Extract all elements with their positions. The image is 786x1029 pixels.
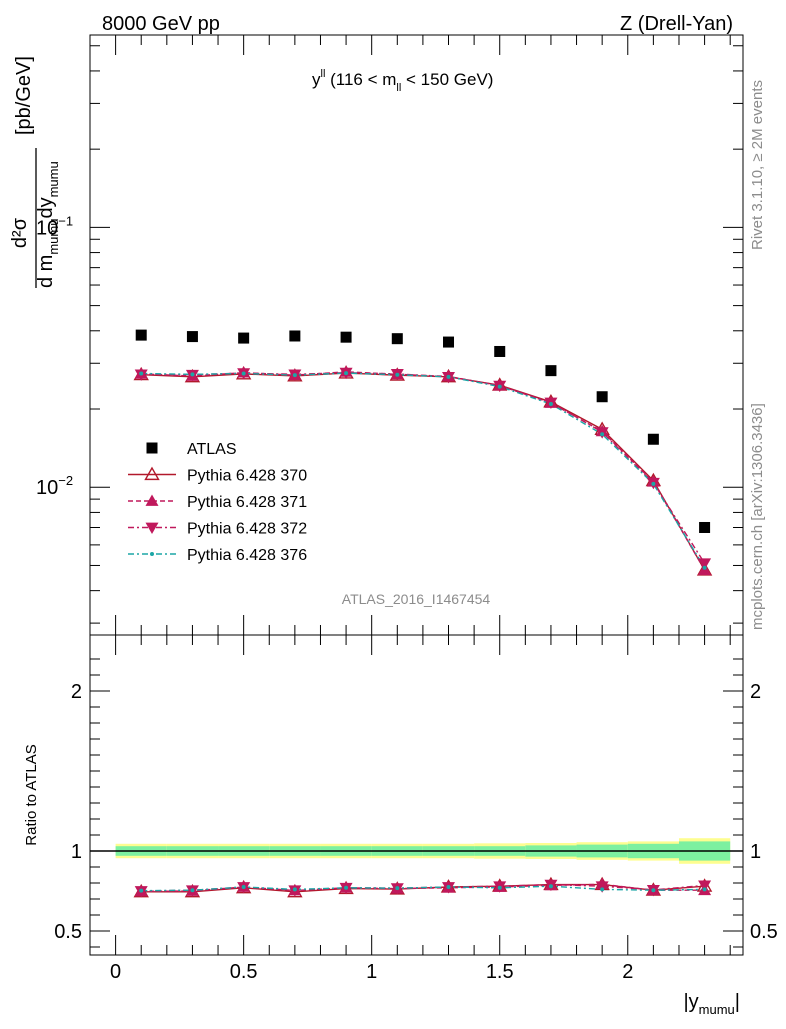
data-point bbox=[391, 333, 403, 345]
svg-text:[pb/GeV]: [pb/GeV] bbox=[13, 56, 35, 135]
data-point bbox=[395, 372, 400, 377]
header-title: Z (Drell-Yan) bbox=[620, 13, 733, 35]
ratio-y-tick-label-right: 1 bbox=[750, 841, 761, 863]
svg-text:d mmumudymumu: d mmumudymumu bbox=[35, 161, 61, 288]
data-point bbox=[292, 887, 297, 892]
ratio-line bbox=[141, 885, 705, 892]
data-point bbox=[139, 888, 144, 893]
data-point bbox=[497, 885, 502, 890]
data-point bbox=[145, 494, 159, 506]
data-point bbox=[241, 885, 246, 889]
data-point bbox=[190, 888, 195, 893]
data-point bbox=[344, 371, 349, 376]
data-point bbox=[698, 880, 712, 892]
svg-text:d²σ: d²σ bbox=[9, 217, 31, 248]
x-axis-label: |ymumu| bbox=[683, 991, 740, 1017]
data-point bbox=[699, 521, 711, 533]
y-axis-label: d²σ d mmumudymumu [pb/GeV] bbox=[9, 56, 61, 288]
data-point bbox=[494, 345, 506, 357]
data-point bbox=[548, 402, 553, 407]
x-tick-label: 1.5 bbox=[486, 961, 514, 983]
x-tick-label: 0.5 bbox=[230, 961, 258, 983]
data-point bbox=[596, 391, 608, 403]
data-point bbox=[651, 481, 656, 486]
ratio-plot-frame bbox=[89, 634, 744, 956]
data-point bbox=[548, 884, 553, 889]
ratio-plot: 0.5 0.5 1 1 2 2 0 0.5 1 1.5 2 Ratio to ATLAS |ymum… bbox=[23, 634, 778, 1017]
data-point bbox=[647, 433, 659, 445]
data-point bbox=[600, 432, 605, 437]
y-tick-label: 10−2 bbox=[36, 473, 73, 499]
ratio-y-label: Ratio to ATLAS bbox=[23, 744, 40, 845]
x-tick-label: 1 bbox=[366, 961, 377, 983]
x-tick-label: 0 bbox=[110, 961, 121, 983]
data-point bbox=[241, 371, 246, 376]
x-tick-label: 2 bbox=[622, 961, 633, 983]
data-point bbox=[238, 332, 250, 344]
data-point bbox=[139, 371, 144, 376]
y-tick-label: 10−1 bbox=[36, 213, 73, 239]
data-point bbox=[190, 372, 195, 377]
legend-label: Pythia 6.428 376 bbox=[187, 547, 307, 564]
ratio-y-tick-label-right: 0.5 bbox=[750, 921, 778, 943]
data-point bbox=[702, 565, 707, 570]
data-point bbox=[446, 374, 451, 379]
data-point bbox=[145, 522, 159, 534]
ratio-y-tick-label-right: 2 bbox=[750, 681, 761, 703]
mcplots-label: mcplots.cern.ch [arXiv:1306.3436] bbox=[749, 403, 766, 630]
legend: ATLAS Pythia 6.428 370 Pythia 6.428 371 Pyt… bbox=[128, 441, 307, 564]
data-point bbox=[446, 885, 451, 889]
data-point bbox=[702, 887, 707, 892]
data-point bbox=[497, 384, 502, 389]
data-point bbox=[443, 336, 455, 348]
legend-label: Pythia 6.428 372 bbox=[187, 521, 307, 538]
ratio-y-tick-label: 1 bbox=[71, 841, 82, 863]
data-point bbox=[289, 330, 301, 342]
rivet-label: Rivet 3.1.10, ≥ 2M events bbox=[749, 80, 766, 250]
data-point bbox=[150, 552, 154, 556]
data-point bbox=[698, 558, 712, 570]
data-point bbox=[545, 365, 557, 377]
data-point bbox=[340, 331, 352, 343]
series-line bbox=[141, 372, 706, 569]
main-plot: 10−1 10−2 yll (116 < mll < 150 GeV) ATLAS… bbox=[9, 34, 744, 636]
data-point bbox=[292, 373, 297, 378]
data-point bbox=[146, 442, 158, 454]
data-point bbox=[186, 331, 198, 343]
legend-label: Pythia 6.428 371 bbox=[187, 494, 307, 511]
legend-label: ATLAS bbox=[187, 441, 237, 458]
header-process: 8000 GeV pp bbox=[102, 13, 220, 35]
ratio-y-tick-label: 0.5 bbox=[54, 921, 82, 943]
data-point bbox=[651, 888, 656, 893]
data-point bbox=[344, 885, 349, 890]
plot-title: yll (116 < mll < 150 GeV) bbox=[312, 68, 493, 94]
ratio-y-tick-label: 2 bbox=[71, 681, 82, 703]
data-point bbox=[135, 329, 147, 341]
data-point bbox=[395, 886, 400, 891]
data-point bbox=[144, 466, 160, 481]
watermark: ATLAS_2016_I1467454 bbox=[342, 591, 491, 607]
data-point bbox=[595, 881, 609, 893]
data-point bbox=[600, 887, 605, 892]
legend-label: Pythia 6.428 370 bbox=[187, 468, 307, 485]
